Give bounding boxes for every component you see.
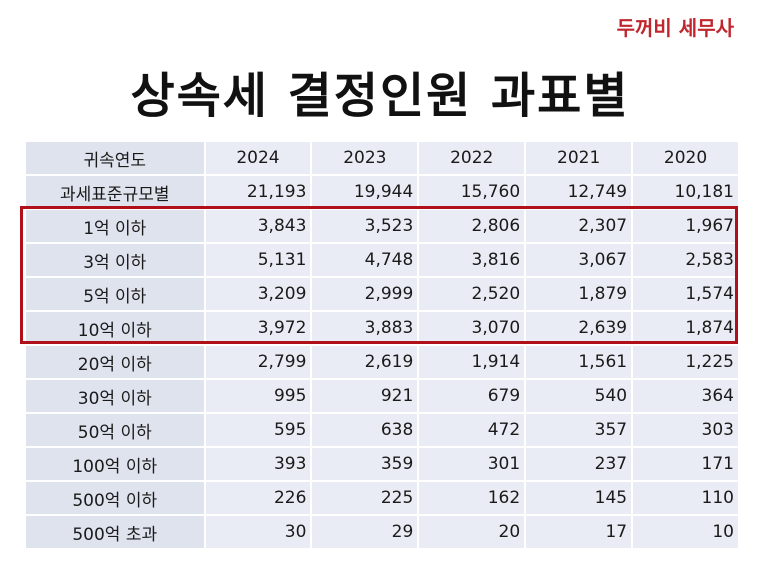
table-cell: 921: [312, 380, 418, 412]
table-cell: 15,760: [419, 176, 525, 208]
table-cell: 225: [312, 482, 418, 514]
table-cell: 237: [526, 448, 632, 480]
tax-table: 귀속연도 2024 2023 2022 2021 2020 과세표준규모별 21…: [24, 140, 740, 550]
table-cell: 303: [633, 414, 738, 446]
table-cell: 171: [633, 448, 738, 480]
table-cell: 359: [312, 448, 418, 480]
table-row: 30억 이하 995 921 679 540 364: [26, 380, 738, 412]
row-label: 1억 이하: [26, 210, 204, 242]
header-label: 귀속연도: [26, 142, 204, 174]
table-cell: 2,639: [526, 312, 632, 344]
table-cell: 472: [419, 414, 525, 446]
table-cell: 3,972: [205, 312, 311, 344]
table-row: 10억 이하 3,972 3,883 3,070 2,639 1,874: [26, 312, 738, 344]
table-cell: 1,874: [633, 312, 738, 344]
table-cell: 110: [633, 482, 738, 514]
table-cell: 2,307: [526, 210, 632, 242]
header-year: 2021: [526, 142, 632, 174]
table-cell: 679: [419, 380, 525, 412]
table-cell: 2,619: [312, 346, 418, 378]
table-cell: 19,944: [312, 176, 418, 208]
table-row: 1억 이하 3,843 3,523 2,806 2,307 1,967: [26, 210, 738, 242]
table-row: 500억 이하 226 225 162 145 110: [26, 482, 738, 514]
table-cell: 1,574: [633, 278, 738, 310]
row-label: 500억 이하: [26, 482, 204, 514]
table-cell: 12,749: [526, 176, 632, 208]
table-cell: 3,883: [312, 312, 418, 344]
table-cell: 1,561: [526, 346, 632, 378]
table-cell: 3,070: [419, 312, 525, 344]
header-year: 2024: [205, 142, 311, 174]
table-row: 50억 이하 595 638 472 357 303: [26, 414, 738, 446]
row-label: 30억 이하: [26, 380, 204, 412]
table-cell: 2,583: [633, 244, 738, 276]
table-cell: 3,816: [419, 244, 525, 276]
table-cell: 357: [526, 414, 632, 446]
row-label: 20억 이하: [26, 346, 204, 378]
table-cell: 1,914: [419, 346, 525, 378]
row-label: 50억 이하: [26, 414, 204, 446]
table-cell: 1,967: [633, 210, 738, 242]
page-title: 상속세 결정인원 과표별: [130, 68, 630, 124]
row-label: 3억 이하: [26, 244, 204, 276]
table-cell: 226: [205, 482, 311, 514]
row-label: 500억 초과: [26, 516, 204, 548]
table-cell: 3,523: [312, 210, 418, 242]
table-cell: 2,806: [419, 210, 525, 242]
table-cell: 162: [419, 482, 525, 514]
tax-table-container: 귀속연도 2024 2023 2022 2021 2020 과세표준규모별 21…: [24, 140, 740, 550]
header-year: 2022: [419, 142, 525, 174]
table-cell: 540: [526, 380, 632, 412]
table-cell: 29: [312, 516, 418, 548]
table-cell: 995: [205, 380, 311, 412]
table-cell: 1,879: [526, 278, 632, 310]
table-cell: 20: [419, 516, 525, 548]
table-cell: 3,209: [205, 278, 311, 310]
table-cell: 393: [205, 448, 311, 480]
table-cell: 10: [633, 516, 738, 548]
table-cell: 17: [526, 516, 632, 548]
row-label: 100억 이하: [26, 448, 204, 480]
table-cell: 3,067: [526, 244, 632, 276]
table-cell: 364: [633, 380, 738, 412]
table-row: 과세표준규모별 21,193 19,944 15,760 12,749 10,1…: [26, 176, 738, 208]
table-row: 500억 초과 30 29 20 17 10: [26, 516, 738, 548]
row-label: 5억 이하: [26, 278, 204, 310]
table-cell: 595: [205, 414, 311, 446]
row-label: 10억 이하: [26, 312, 204, 344]
table-cell: 4,748: [312, 244, 418, 276]
table-cell: 301: [419, 448, 525, 480]
table-row: 20억 이하 2,799 2,619 1,914 1,561 1,225: [26, 346, 738, 378]
table-cell: 2,999: [312, 278, 418, 310]
table-cell: 10,181: [633, 176, 738, 208]
table-cell: 1,225: [633, 346, 738, 378]
header-year: 2020: [633, 142, 738, 174]
brand-name: 두꺼비 세무사: [616, 16, 734, 40]
row-label: 과세표준규모별: [26, 176, 204, 208]
table-row: 5억 이하 3,209 2,999 2,520 1,879 1,574: [26, 278, 738, 310]
table-cell: 145: [526, 482, 632, 514]
table-cell: 2,520: [419, 278, 525, 310]
table-cell: 5,131: [205, 244, 311, 276]
header-year: 2023: [312, 142, 418, 174]
table-cell: 638: [312, 414, 418, 446]
table-cell: 30: [205, 516, 311, 548]
table-row: 3억 이하 5,131 4,748 3,816 3,067 2,583: [26, 244, 738, 276]
table-cell: 21,193: [205, 176, 311, 208]
table-cell: 2,799: [205, 346, 311, 378]
table-cell: 3,843: [205, 210, 311, 242]
table-header-row: 귀속연도 2024 2023 2022 2021 2020: [26, 142, 738, 174]
table-row: 100억 이하 393 359 301 237 171: [26, 448, 738, 480]
